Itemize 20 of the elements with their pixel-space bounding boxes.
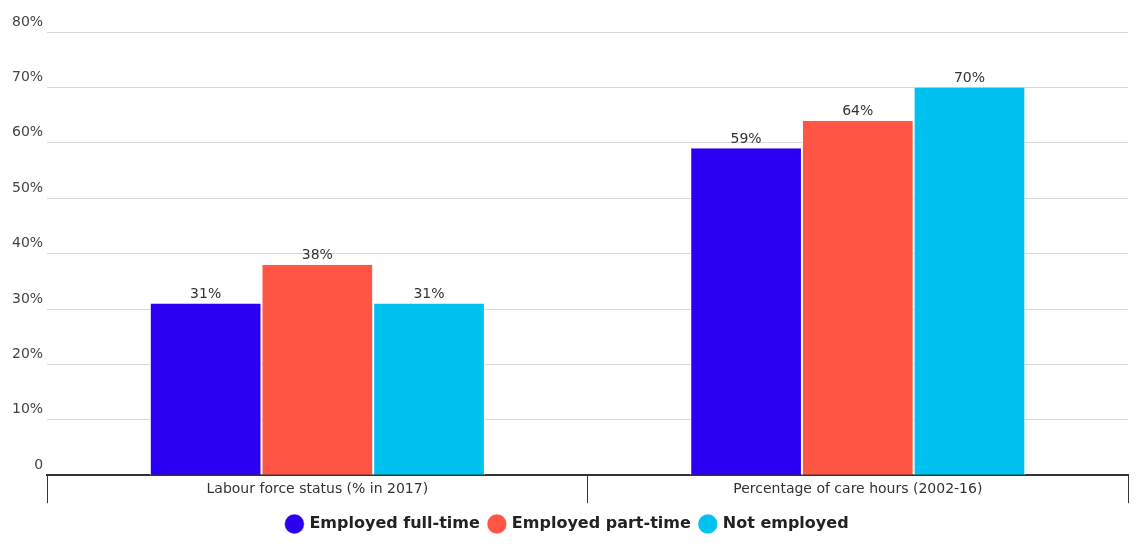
y-tick-label: 70% (11, 68, 44, 85)
y-tick-label: 30% (11, 289, 44, 306)
data-label: 64% (842, 102, 874, 119)
y-tick-label: 80% (11, 12, 44, 29)
y-tick-label: 60% (11, 123, 44, 140)
y-tick-label: 0 (34, 455, 44, 472)
data-label: 31% (190, 285, 222, 302)
legend-label: Employed full-time (309, 513, 481, 533)
legend-label: Employed part-time (511, 513, 691, 533)
y-tick-label: 20% (11, 345, 44, 362)
data-label: 38% (301, 246, 333, 263)
data-label: 59% (730, 129, 762, 146)
y-tick-label: 50% (11, 178, 44, 195)
x-tick-label: Labour force status (% in 2017) (206, 480, 429, 497)
data-label: 70% (953, 69, 986, 86)
legend-label: Not employed (722, 513, 849, 533)
y-tick-label: 40% (11, 234, 44, 251)
x-tick-label: Percentage of care hours (2002-16) (733, 480, 983, 497)
data-label: 31% (413, 285, 445, 302)
y-tick-label: 10% (11, 400, 44, 417)
